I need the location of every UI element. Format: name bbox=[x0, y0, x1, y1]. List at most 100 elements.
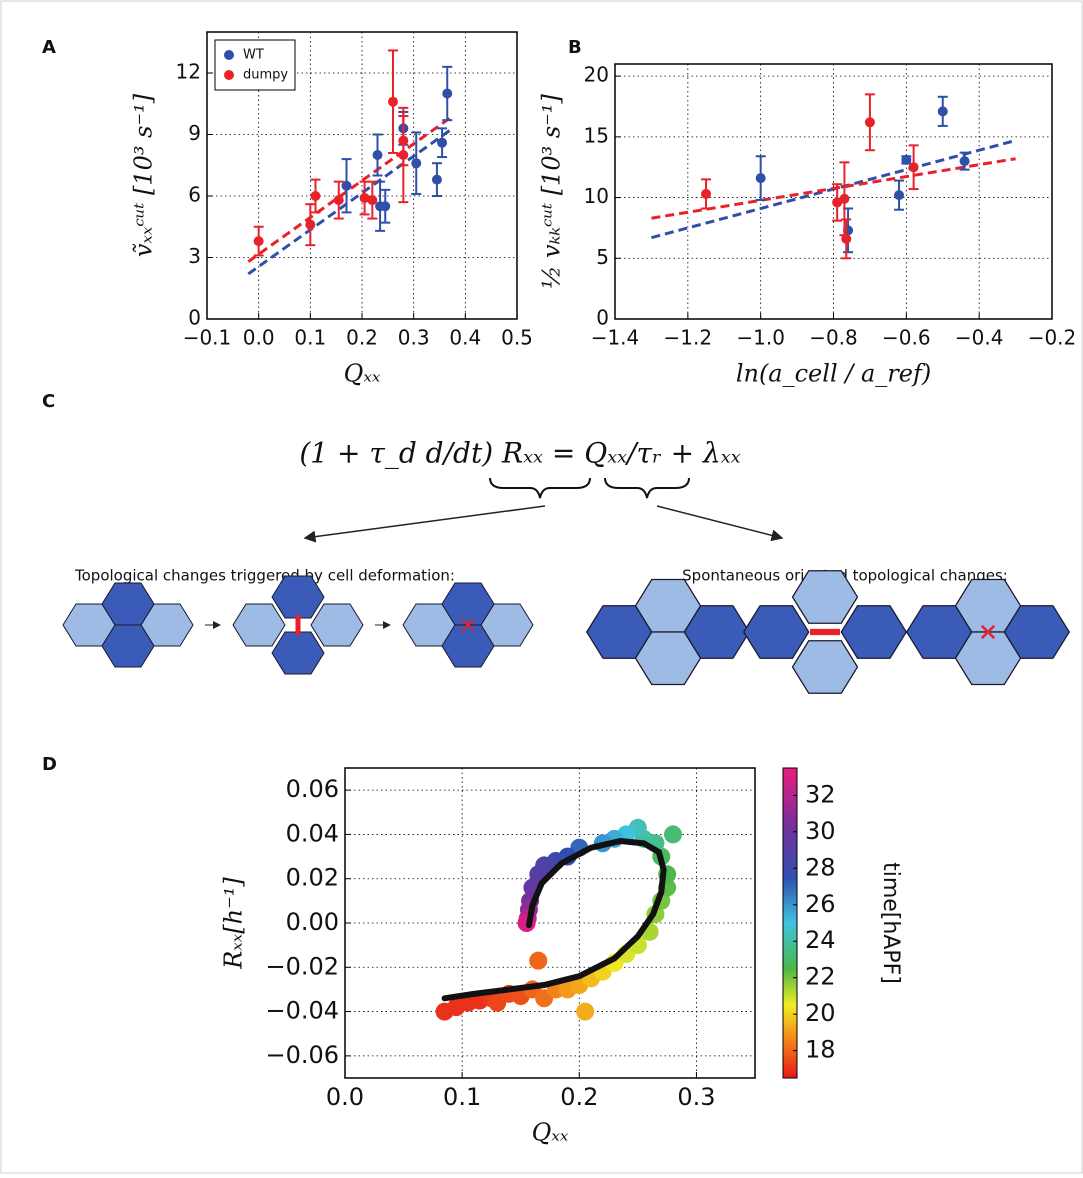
colorbar-tick-label: 26 bbox=[805, 890, 836, 918]
brace bbox=[604, 477, 690, 499]
x-tick-label: −0.1 bbox=[183, 326, 232, 350]
cell-diagram bbox=[906, 578, 1070, 686]
x-tick-label: 0.4 bbox=[449, 326, 481, 350]
point bbox=[398, 135, 409, 146]
legend-label: WT bbox=[243, 48, 264, 63]
y-axis-label: ṽₓₓᶜᵘᵗ [10³ s⁻¹] bbox=[130, 93, 158, 257]
x-tick-label: −0.8 bbox=[809, 326, 858, 350]
x-tick-label: −1.0 bbox=[736, 326, 785, 350]
y-tick-label: 0.04 bbox=[286, 819, 339, 847]
point bbox=[664, 825, 682, 844]
plot-frame bbox=[614, 63, 1053, 320]
point bbox=[341, 180, 352, 191]
x-axis-label: Qₓₓ bbox=[532, 1119, 569, 1147]
point bbox=[908, 162, 919, 173]
point bbox=[333, 195, 344, 206]
point bbox=[411, 158, 422, 169]
x-tick-label: 0.5 bbox=[501, 326, 533, 350]
panel-letter: A bbox=[42, 37, 56, 58]
point bbox=[372, 150, 383, 160]
plot-area bbox=[247, 49, 453, 276]
y-tick-label: 0.06 bbox=[286, 775, 339, 803]
x-tick-label: 0.1 bbox=[443, 1083, 481, 1111]
point bbox=[380, 201, 391, 212]
y-tick-label: 0.00 bbox=[286, 908, 339, 936]
y-tick-label: −0.06 bbox=[265, 1041, 339, 1069]
point bbox=[894, 190, 905, 201]
chart: A −0.1 0.0 0.1 0.2 0.3 0.4 0.5 0 3 6 9 12 Qₓₓ ṽₓₓᶜᵘᵗ [… bbox=[42, 31, 533, 388]
panel-letter: D bbox=[42, 754, 57, 775]
y-tick-label: 0.02 bbox=[286, 864, 339, 892]
plot-area bbox=[651, 93, 1016, 260]
point bbox=[367, 195, 378, 206]
colorbar-tick-label: 18 bbox=[805, 1036, 836, 1064]
point bbox=[839, 193, 850, 204]
x-axis-label: ln(a_cell / a_ref) bbox=[736, 360, 931, 388]
x-tick-label: −1.2 bbox=[664, 326, 713, 350]
x-tick-label: 0.0 bbox=[243, 326, 275, 350]
y-tick-label: 10 bbox=[584, 184, 609, 208]
x-tick-label: −0.6 bbox=[882, 326, 931, 350]
point bbox=[529, 951, 548, 970]
caption: Spontaneous oriented topological changes… bbox=[682, 567, 1008, 585]
legend: WT dumpy bbox=[214, 39, 296, 91]
cell-diagram bbox=[402, 582, 534, 668]
legend-label: dumpy bbox=[243, 68, 288, 83]
chart: B −1.4 −1.2 −1.0 −0.8 −0.6 −0.4 −0.2 0 5 10 15 20 ln(… bbox=[538, 37, 1077, 388]
panel-letter: B bbox=[568, 37, 582, 58]
point bbox=[388, 96, 398, 107]
equation: (1 + τ_d d/dt) Rₓₓ = Qₓₓ/τᵣ + λₓₓ bbox=[299, 437, 740, 470]
point bbox=[755, 173, 766, 184]
point bbox=[701, 188, 712, 199]
panel-c: C (1 + τ_d d/dt) Rₓₓ = Qₓₓ/τᵣ + λₓₓ Topo… bbox=[42, 391, 1070, 694]
y-tick-label: 0 bbox=[188, 306, 201, 330]
point bbox=[431, 174, 442, 185]
y-tick-label: 6 bbox=[188, 183, 201, 207]
x-tick-label: −0.2 bbox=[1028, 326, 1077, 350]
legend-marker bbox=[224, 70, 234, 80]
plot-frame bbox=[206, 31, 518, 320]
colorbar-tick-label: 20 bbox=[805, 999, 836, 1027]
point bbox=[864, 117, 875, 128]
point bbox=[437, 137, 448, 148]
x-axis-label: Qₓₓ bbox=[344, 360, 381, 388]
x-tick-label: 0.1 bbox=[294, 326, 326, 350]
plot-frame bbox=[344, 767, 756, 1079]
point bbox=[253, 236, 264, 247]
point bbox=[310, 191, 321, 201]
x-tick-label: 0.3 bbox=[677, 1083, 715, 1111]
y-tick-label: 12 bbox=[176, 60, 201, 84]
point bbox=[305, 219, 316, 230]
legend-box bbox=[214, 39, 296, 91]
colorbar-tick-label: 22 bbox=[805, 963, 836, 991]
point bbox=[576, 1002, 595, 1021]
colorbar bbox=[782, 767, 798, 1079]
point bbox=[442, 88, 453, 99]
point bbox=[901, 154, 912, 165]
arrow bbox=[656, 505, 784, 542]
legend-marker bbox=[224, 50, 234, 60]
plot-area bbox=[435, 818, 682, 1021]
panel-letter: C bbox=[42, 391, 55, 412]
fit-line bbox=[247, 129, 451, 276]
x-tick-label: 0.2 bbox=[346, 326, 378, 350]
colorbar-tick-label: 24 bbox=[805, 926, 836, 954]
cell-diagram bbox=[586, 578, 750, 686]
fit-line bbox=[651, 157, 1016, 220]
point bbox=[359, 193, 370, 204]
y-tick-label: 3 bbox=[188, 244, 201, 268]
colorbar-tick-label: 32 bbox=[805, 780, 836, 808]
point bbox=[959, 156, 970, 167]
x-tick-label: −1.4 bbox=[591, 326, 640, 350]
colorbar-tick-label: 30 bbox=[805, 817, 836, 845]
point bbox=[937, 106, 948, 117]
trend-curve bbox=[441, 838, 667, 1002]
brace bbox=[489, 477, 591, 499]
y-axis-label: ½ vₖₖᶜᵘᵗ [10³ s⁻¹] bbox=[538, 94, 566, 289]
y-tick-label: 15 bbox=[584, 123, 609, 147]
x-tick-label: 0.2 bbox=[560, 1083, 598, 1111]
cell-diagram bbox=[232, 575, 364, 675]
colorbar-tick-label: 28 bbox=[805, 853, 836, 881]
